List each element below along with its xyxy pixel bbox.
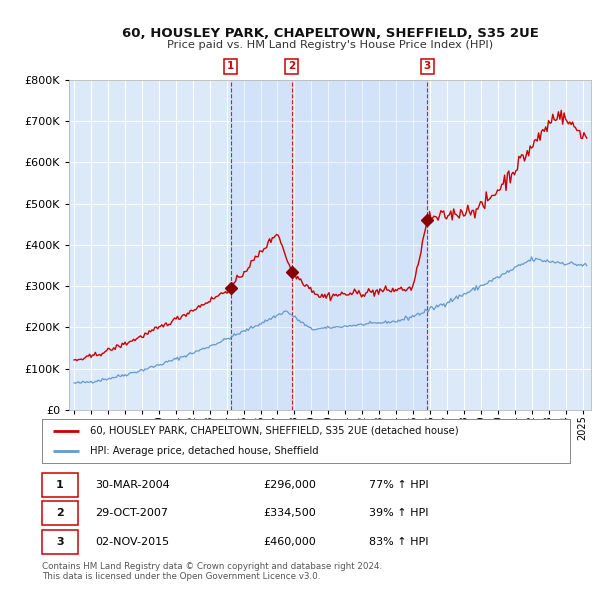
- Text: 30-MAR-2004: 30-MAR-2004: [95, 480, 170, 490]
- Text: 29-OCT-2007: 29-OCT-2007: [95, 509, 168, 518]
- Text: 02-NOV-2015: 02-NOV-2015: [95, 537, 169, 546]
- Text: HPI: Average price, detached house, Sheffield: HPI: Average price, detached house, Shef…: [89, 446, 318, 456]
- FancyBboxPatch shape: [42, 502, 78, 525]
- FancyBboxPatch shape: [42, 473, 78, 497]
- Text: £460,000: £460,000: [264, 537, 317, 546]
- Text: £296,000: £296,000: [264, 480, 317, 490]
- Bar: [230, 80, 292, 410]
- Text: 3: 3: [56, 537, 64, 546]
- Text: 60, HOUSLEY PARK, CHAPELTOWN, SHEFFIELD, S35 2UE (detached house): 60, HOUSLEY PARK, CHAPELTOWN, SHEFFIELD,…: [89, 426, 458, 436]
- Text: 83% ↑ HPI: 83% ↑ HPI: [370, 537, 429, 546]
- Text: 77% ↑ HPI: 77% ↑ HPI: [370, 480, 429, 490]
- Text: 2: 2: [288, 61, 295, 71]
- Text: 60, HOUSLEY PARK, CHAPELTOWN, SHEFFIELD, S35 2UE: 60, HOUSLEY PARK, CHAPELTOWN, SHEFFIELD,…: [122, 27, 538, 40]
- Bar: [292, 80, 427, 410]
- Text: Contains HM Land Registry data © Crown copyright and database right 2024.
This d: Contains HM Land Registry data © Crown c…: [42, 562, 382, 581]
- Text: 3: 3: [424, 61, 431, 71]
- Text: 2: 2: [56, 509, 64, 518]
- Text: 1: 1: [227, 61, 235, 71]
- FancyBboxPatch shape: [42, 530, 78, 553]
- Text: £334,500: £334,500: [264, 509, 317, 518]
- Text: 1: 1: [56, 480, 64, 490]
- Text: 39% ↑ HPI: 39% ↑ HPI: [370, 509, 429, 518]
- Text: Price paid vs. HM Land Registry's House Price Index (HPI): Price paid vs. HM Land Registry's House …: [167, 40, 493, 50]
